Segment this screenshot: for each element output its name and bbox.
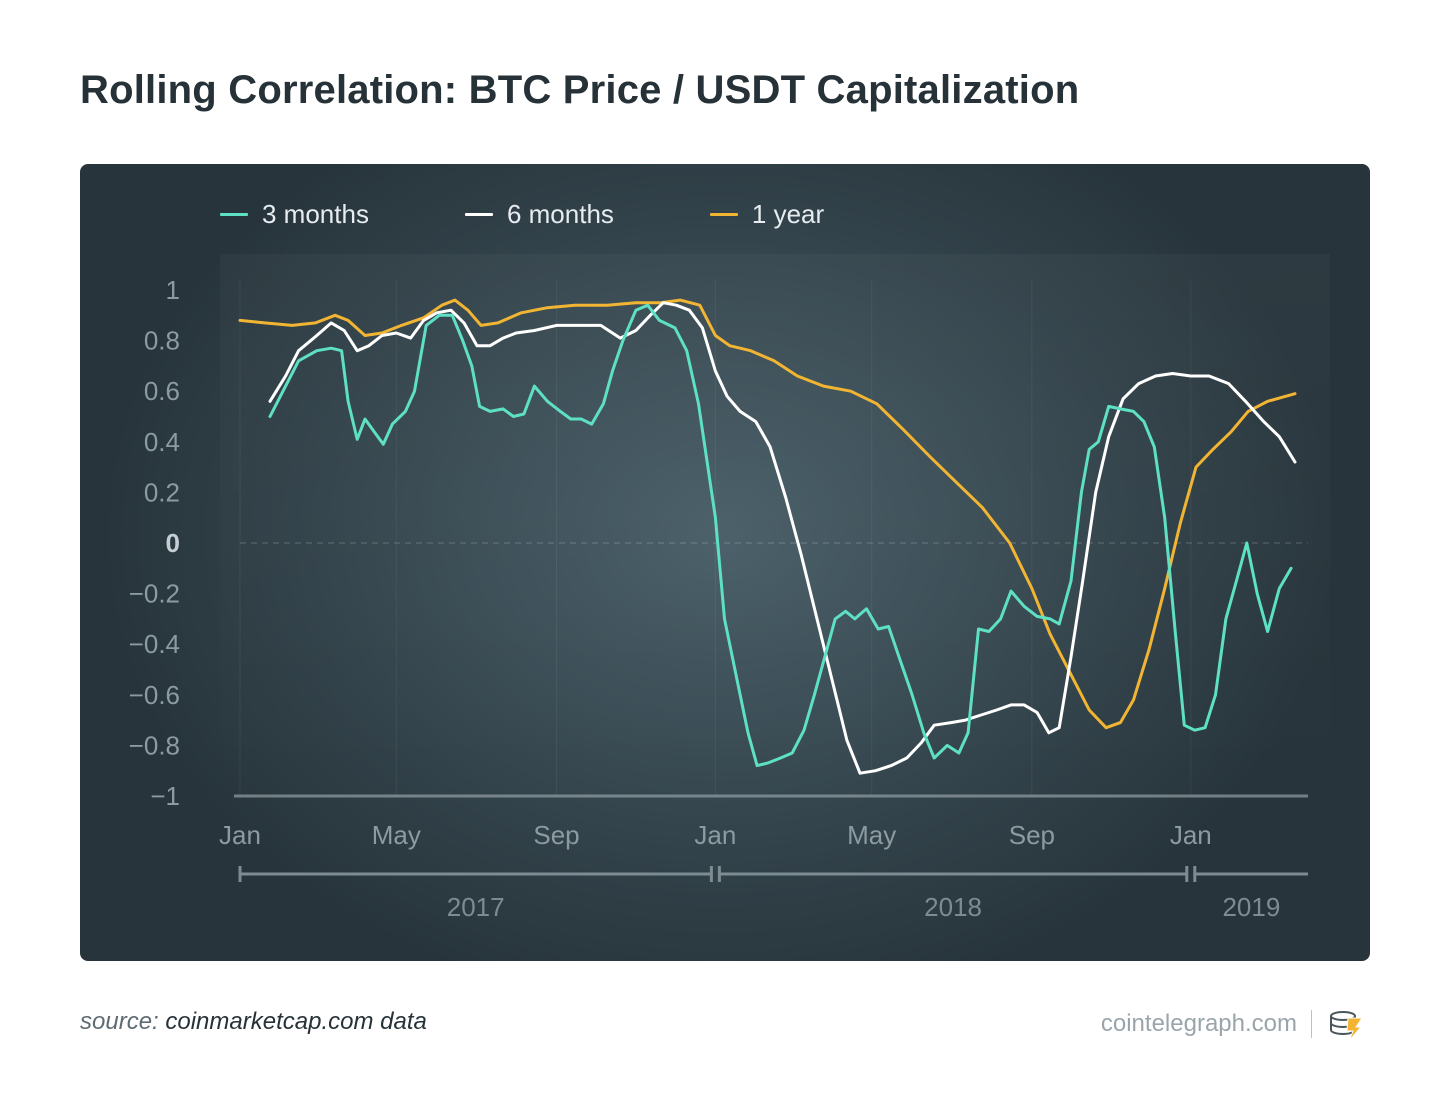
y-tick-label: −0.2 — [129, 579, 180, 609]
legend-label-3-months: 3 months — [262, 198, 369, 229]
brand-text: cointelegraph.com — [1100, 1010, 1297, 1037]
x-tick-label: Sep — [533, 820, 579, 850]
year-label: 2017 — [447, 892, 505, 922]
x-tick-label: May — [847, 820, 896, 850]
y-tick-label: 0.2 — [144, 477, 180, 507]
y-tick-label: 0.4 — [144, 427, 180, 457]
source-value: coinmarketcap.com data — [165, 1008, 427, 1035]
source-note: source: coinmarketcap.com data — [80, 1008, 427, 1036]
plot-area — [220, 254, 1330, 794]
source-prefix: source: — [80, 1008, 159, 1035]
legend-item-6-months: 6 months — [464, 194, 614, 234]
y-tick-label: 0.6 — [144, 376, 180, 406]
legend-item-3-months: 3 months — [220, 194, 369, 234]
chart-title: Rolling Correlation: BTC Price / USDT Ca… — [80, 68, 1080, 112]
x-tick-label: May — [372, 820, 421, 850]
legend-item-1-year: 1 year — [709, 194, 825, 234]
series-line-1-year — [238, 298, 1297, 730]
y-tick-label: −0.6 — [129, 680, 180, 710]
legend-label-6-months: 6 months — [506, 198, 614, 229]
y-tick-label: 0.8 — [144, 326, 180, 356]
legend: 3 months 6 months 1 year — [220, 194, 920, 234]
legend-swatch-6-months — [464, 212, 493, 216]
line-chart: Jan May Sep Jan May Sep Jan 1 0.8 0.6 0.4 0.2 0 −0.2 −… — [129, 254, 1330, 922]
chart-panel: 3 months 6 months 1 year Jan May Sep Jan May… — [80, 164, 1370, 961]
y-tick-label: −0.4 — [129, 629, 180, 659]
y-tick-label: 0 — [166, 528, 180, 558]
x-tick-label: Sep — [1009, 820, 1055, 850]
brand: cointelegraph.com — [1101, 1004, 1366, 1044]
legend-label-1-year: 1 year — [751, 198, 825, 229]
series-line-6-months — [268, 301, 1297, 775]
legend-swatch-1-year — [709, 212, 738, 216]
y-tick-label: 1 — [166, 275, 180, 305]
y-tick-label: −0.8 — [129, 730, 180, 760]
y-tick-label: −1 — [150, 781, 180, 811]
cointelegraph-logo-icon — [1330, 1011, 1363, 1042]
series-line-3-months — [268, 303, 1293, 768]
brand-divider — [1311, 1010, 1312, 1038]
x-tick-label: Jan — [1170, 820, 1212, 850]
x-tick-label: Jan — [219, 820, 261, 850]
x-tick-label: Jan — [694, 820, 736, 850]
legend-swatch-3-months — [220, 212, 248, 216]
year-label: 2019 — [1222, 892, 1280, 922]
year-label: 2018 — [924, 892, 982, 922]
